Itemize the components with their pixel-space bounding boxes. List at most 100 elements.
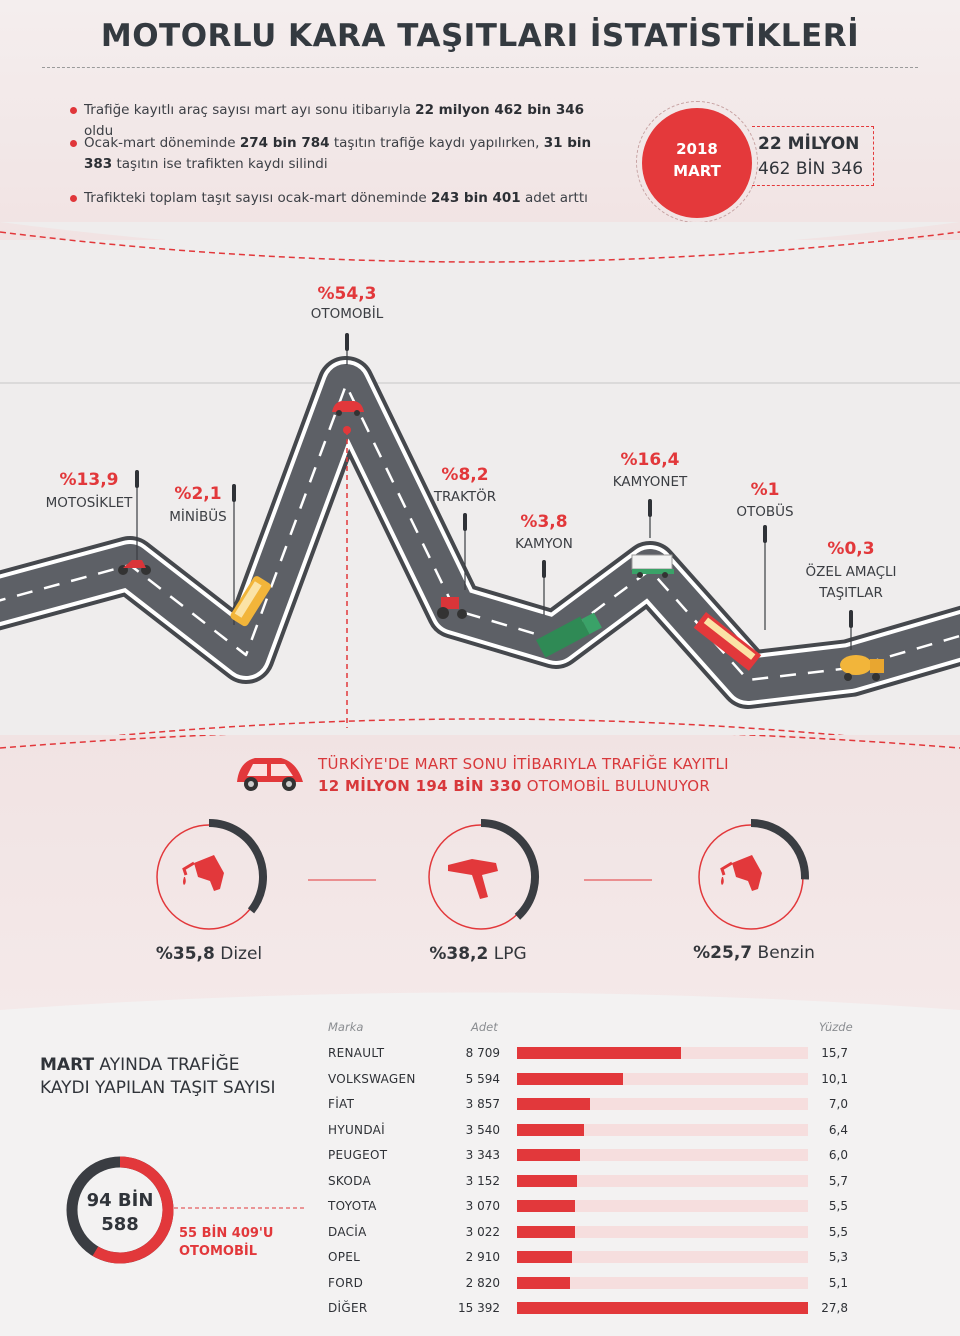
brand-name: DACİA [328, 1224, 367, 1239]
brand-count: 3 540 [465, 1122, 500, 1137]
tractor-icon [437, 597, 467, 619]
bar-track [517, 1200, 808, 1212]
pole-cap [849, 610, 853, 628]
fuel-label-petrol: %25,7 Benzin [693, 943, 815, 963]
registrations-donut [66, 1156, 174, 1264]
brand-name: PEUGEOT [328, 1148, 388, 1162]
bar-track [517, 1123, 808, 1136]
brand-bar [517, 1251, 573, 1263]
bottom-wave [0, 992, 960, 1025]
bullet-dot-icon [70, 140, 77, 147]
column-header-percent: Yüzde [819, 1020, 853, 1034]
brand-bar [517, 1225, 575, 1238]
vehicle-share-chart [0, 222, 960, 740]
vehicle-share-value: %3,8 [520, 512, 568, 532]
bar-track [517, 1251, 808, 1263]
car-summary-line1: TÜRKİYE'DE MART SONU İTİBARIYLA TRAFİĞE … [318, 755, 729, 773]
brand-percent: 5,5 [828, 1199, 848, 1213]
vehicle-type-label: TAŞITLAR [819, 585, 883, 601]
diesel-pump-icon [182, 855, 224, 891]
vehicle-type-label: OTOMOBİL [310, 306, 384, 322]
brand-percent: 7,0 [828, 1097, 848, 1111]
bar-track [517, 1225, 808, 1238]
fuel-gauge-arc [750, 819, 809, 880]
pickup-icon [631, 554, 674, 578]
vehicle-share-value: %54,3 [317, 284, 377, 304]
brand-name: VOLKSWAGEN [328, 1071, 416, 1086]
pole-cap [135, 470, 139, 488]
lpg-nozzle-icon [448, 859, 498, 899]
car-illustration-icon [237, 758, 303, 791]
vehicle-type-label: TRAKTÖR [433, 489, 497, 505]
brand-count: 5 594 [465, 1071, 500, 1086]
petrol-pump-icon [720, 855, 762, 891]
fuel-gauge-arc [480, 819, 539, 920]
car-section-rule [0, 735, 960, 749]
brand-name: DİĞER [328, 1301, 368, 1315]
brand-bar [517, 1276, 571, 1289]
pole-cap [648, 499, 652, 517]
column-header-count: Adet [471, 1020, 498, 1034]
bar-track [517, 1149, 808, 1161]
road-centerline [0, 383, 960, 682]
truck-icon [536, 612, 602, 658]
brand-percent: 6,4 [828, 1122, 848, 1137]
total-registrations-line2: 588 [101, 1214, 139, 1235]
brand-bar [517, 1174, 577, 1187]
pole-cap [345, 333, 349, 351]
bullet-dot-icon [70, 195, 77, 202]
fuel-label-lpg: %38,2 LPG [429, 944, 527, 964]
brand-name: FORD [328, 1275, 364, 1290]
vehicle-type-label: MOTOSİKLET [45, 495, 133, 511]
fuel-chart [156, 819, 809, 930]
brand-count: 3 070 [465, 1199, 500, 1213]
vehicle-type-label: KAMYON [515, 536, 573, 552]
total-registrations-line1: 94 BİN [86, 1190, 154, 1211]
title-divider [42, 67, 918, 68]
brand-percent: 27,8 [821, 1301, 848, 1315]
fuel-gauge-arc [208, 819, 267, 914]
brand-percent: 15,7 [821, 1046, 848, 1060]
brand-name: HYUNDAİ [328, 1122, 385, 1137]
road-surface [0, 364, 960, 701]
page-title: MOTORLU KARA TAŞITLARI İSTATİSTİKLERİ [100, 18, 860, 54]
brand-percent: 6,0 [828, 1148, 848, 1162]
registrations-title: MART AYINDA TRAFİĞE KAYDI YAPILAN TAŞIT … [40, 1055, 276, 1098]
vehicle-share-value: %8,2 [441, 465, 489, 485]
brand-count: 3 343 [465, 1148, 500, 1162]
road [0, 356, 960, 709]
brand-percent: 5,5 [828, 1224, 848, 1239]
badge-box [752, 126, 874, 186]
brand-percent: 5,3 [828, 1250, 848, 1264]
vehicle-type-label: MİNİBÜS [169, 509, 227, 525]
car-leader-dot [343, 426, 351, 434]
bar-track [517, 1174, 808, 1187]
brand-bar [517, 1047, 682, 1059]
pole-cap [542, 560, 546, 578]
label-poles [135, 333, 853, 650]
summary-bullet-2: Ocak-mart döneminde 274 bin 784 taşıtın … [70, 133, 610, 175]
vehicle-type-label: OTOBÜS [736, 504, 794, 520]
brand-percent: 5,1 [828, 1275, 848, 1290]
badge-total-line2: 462 BİN 346 [758, 159, 864, 179]
summary-bullet-1: Trafiğe kayıtlı araç sayısı mart ayı son… [70, 100, 610, 142]
vehicle-type-label: KAMYONET [612, 474, 688, 490]
donut-car-share [92, 1156, 174, 1264]
brand-count: 3 152 [465, 1173, 500, 1188]
vehicle-share-value: %16,4 [620, 450, 680, 470]
brand-bar [517, 1149, 580, 1161]
motorcycle-icon [118, 560, 151, 575]
brand-count: 15 392 [458, 1301, 500, 1315]
brand-name: TOYOTA [328, 1199, 377, 1213]
vehicle-share-value: %13,9 [59, 470, 119, 490]
fuel-gauges [156, 819, 809, 930]
brand-percent: 10,1 [821, 1071, 848, 1086]
brand-name: SKODA [328, 1173, 372, 1188]
car-registrations-line2: OTOMOBİL [179, 1244, 257, 1259]
summary-section [0, 0, 960, 240]
car-registrations-line1: 55 BİN 409'U [179, 1226, 274, 1241]
brand-count: 2 820 [465, 1275, 500, 1290]
bus-icon [693, 612, 762, 671]
bullet-dot-icon [70, 107, 77, 114]
car-icon [332, 401, 364, 416]
